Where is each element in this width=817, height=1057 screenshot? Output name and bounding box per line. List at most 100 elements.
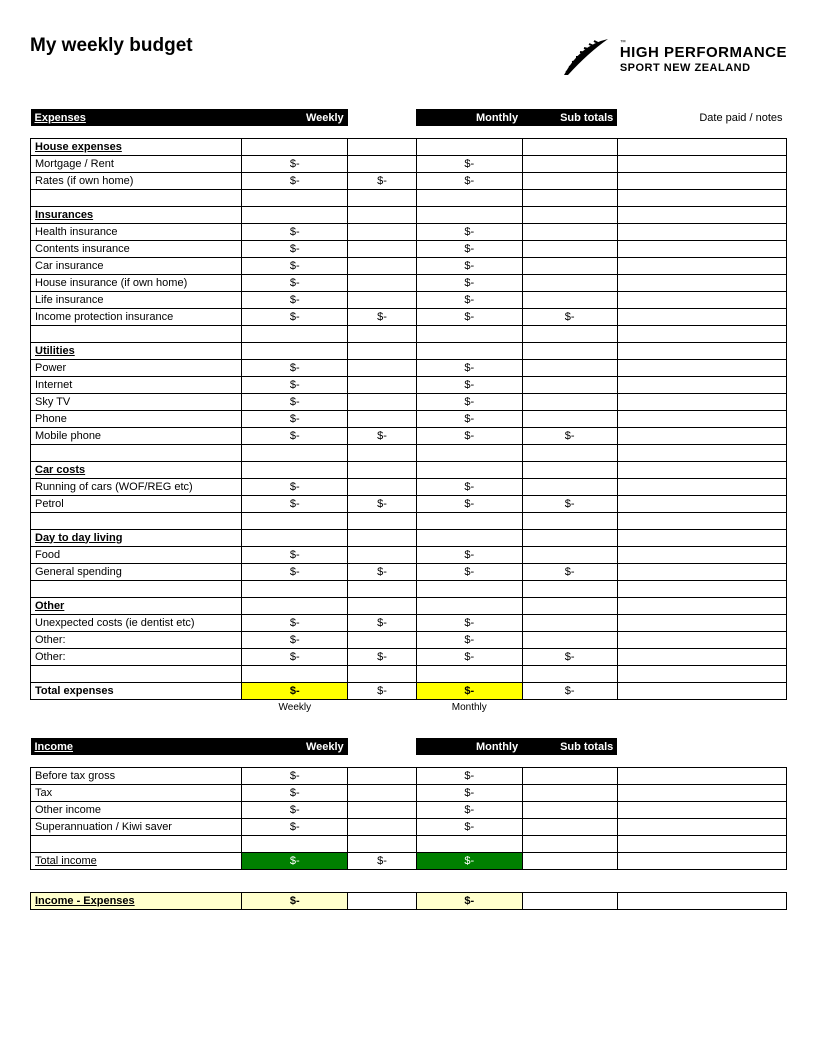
row-weekly: $- bbox=[242, 563, 348, 580]
row-mid: $- bbox=[348, 614, 417, 631]
section-title: Car costs bbox=[31, 461, 242, 478]
axis-labels-row: Weekly Monthly bbox=[31, 699, 787, 716]
row-mid bbox=[348, 223, 417, 240]
net-weekly: $- bbox=[242, 892, 348, 909]
row-mid bbox=[348, 257, 417, 274]
row-weekly: $- bbox=[242, 801, 348, 818]
row-notes bbox=[617, 631, 786, 648]
header-weekly: Weekly bbox=[242, 109, 348, 126]
row-label: Other: bbox=[31, 631, 242, 648]
blank-row bbox=[31, 444, 787, 461]
logo-line1: HIGH PERFORMANCE bbox=[620, 45, 787, 62]
expense-row: Petrol$-$-$-$- bbox=[31, 495, 787, 512]
expense-row: Internet$-$- bbox=[31, 376, 787, 393]
axis-weekly: Weekly bbox=[242, 699, 348, 716]
row-mid bbox=[348, 155, 417, 172]
row-notes bbox=[617, 614, 786, 631]
row-monthly: $- bbox=[416, 801, 522, 818]
row-weekly: $- bbox=[242, 223, 348, 240]
row-notes bbox=[617, 172, 786, 189]
row-sub: $- bbox=[522, 563, 617, 580]
row-label: Petrol bbox=[31, 495, 242, 512]
row-monthly: $- bbox=[416, 631, 522, 648]
row-monthly: $- bbox=[416, 359, 522, 376]
expense-row: Sky TV$-$- bbox=[31, 393, 787, 410]
row-mid bbox=[348, 274, 417, 291]
row-weekly: $- bbox=[242, 427, 348, 444]
expense-row: Mortgage / Rent$-$- bbox=[31, 155, 787, 172]
expenses-header-row: Expenses Weekly Monthly Sub totals Date … bbox=[31, 109, 787, 126]
expense-row: Health insurance$-$- bbox=[31, 223, 787, 240]
row-monthly: $- bbox=[416, 546, 522, 563]
row-monthly: $- bbox=[416, 767, 522, 784]
logo: ™ HIGH PERFORMANCE SPORT NEW ZEALAND bbox=[562, 35, 787, 79]
expense-row: Rates (if own home)$-$-$- bbox=[31, 172, 787, 189]
net-label: Income - Expenses bbox=[31, 892, 242, 909]
row-mid bbox=[348, 631, 417, 648]
blank-row bbox=[31, 325, 787, 342]
row-notes bbox=[617, 274, 786, 291]
header-income: Income bbox=[31, 738, 242, 755]
blank-row bbox=[31, 665, 787, 682]
total-expenses-sub: $- bbox=[522, 682, 617, 699]
row-notes bbox=[617, 478, 786, 495]
expense-row: Car insurance$-$- bbox=[31, 257, 787, 274]
row-notes bbox=[617, 546, 786, 563]
section-title-row: Day to day living bbox=[31, 529, 787, 546]
row-label: Running of cars (WOF/REG etc) bbox=[31, 478, 242, 495]
row-monthly: $- bbox=[416, 308, 522, 325]
row-weekly: $- bbox=[242, 257, 348, 274]
row-label: Food bbox=[31, 546, 242, 563]
row-weekly: $- bbox=[242, 376, 348, 393]
row-monthly: $- bbox=[416, 376, 522, 393]
expense-row: Other:$-$- bbox=[31, 631, 787, 648]
row-label: Sky TV bbox=[31, 393, 242, 410]
row-label: Rates (if own home) bbox=[31, 172, 242, 189]
row-label: Internet bbox=[31, 376, 242, 393]
row-label: Tax bbox=[31, 784, 242, 801]
row-label: Phone bbox=[31, 410, 242, 427]
row-label: Power bbox=[31, 359, 242, 376]
row-monthly: $- bbox=[416, 495, 522, 512]
row-label: Health insurance bbox=[31, 223, 242, 240]
row-monthly: $- bbox=[416, 274, 522, 291]
expense-row: Contents insurance$-$- bbox=[31, 240, 787, 257]
expense-row: Income protection insurance$-$-$-$- bbox=[31, 308, 787, 325]
row-weekly: $- bbox=[242, 274, 348, 291]
row-mid: $- bbox=[348, 427, 417, 444]
section-title: Day to day living bbox=[31, 529, 242, 546]
row-notes bbox=[617, 308, 786, 325]
row-label: Superannuation / Kiwi saver bbox=[31, 818, 242, 835]
row-sub: $- bbox=[522, 308, 617, 325]
row-sub bbox=[522, 478, 617, 495]
header-monthly: Monthly bbox=[416, 109, 522, 126]
income-table: Income Weekly Monthly Sub totals Before … bbox=[30, 738, 787, 870]
row-monthly: $- bbox=[416, 427, 522, 444]
row-monthly: $- bbox=[416, 223, 522, 240]
logo-text: ™ HIGH PERFORMANCE SPORT NEW ZEALAND bbox=[620, 40, 787, 73]
blank-row bbox=[31, 835, 787, 852]
total-income-row: Total income $- $- $- bbox=[31, 852, 787, 869]
row-label: Mortgage / Rent bbox=[31, 155, 242, 172]
total-income-mid: $- bbox=[348, 852, 417, 869]
row-sub bbox=[522, 359, 617, 376]
row-label: Other income bbox=[31, 801, 242, 818]
row-weekly: $- bbox=[242, 240, 348, 257]
row-notes bbox=[617, 410, 786, 427]
page-title: My weekly budget bbox=[30, 35, 193, 57]
row-monthly: $- bbox=[416, 240, 522, 257]
row-weekly: $- bbox=[242, 410, 348, 427]
row-sub: $- bbox=[522, 648, 617, 665]
section-title-row: Utilities bbox=[31, 342, 787, 359]
row-sub bbox=[522, 155, 617, 172]
section-title: Utilities bbox=[31, 342, 242, 359]
row-notes bbox=[617, 495, 786, 512]
row-mid bbox=[348, 291, 417, 308]
expense-row: Mobile phone$-$-$-$- bbox=[31, 427, 787, 444]
row-weekly: $- bbox=[242, 393, 348, 410]
row-sub bbox=[522, 376, 617, 393]
row-mid: $- bbox=[348, 648, 417, 665]
blank-row bbox=[31, 580, 787, 597]
expense-row: Phone$-$- bbox=[31, 410, 787, 427]
row-notes bbox=[617, 563, 786, 580]
